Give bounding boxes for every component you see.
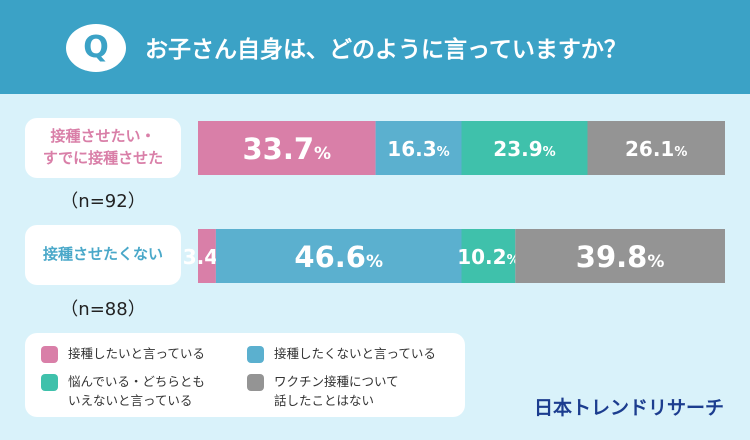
bar-segment — [587, 121, 725, 175]
row-label-want-text: 接種させたい・ すでに接種させた — [42, 127, 164, 167]
legend-label: ワクチン接種について 話したことはない — [274, 374, 399, 408]
legend-swatch — [247, 374, 264, 391]
data-label: 16.3% — [387, 137, 449, 161]
data-label: 23.9% — [493, 137, 555, 161]
legend-item-never-discussed: ワクチン接種について 話したことはない — [247, 373, 399, 411]
row-label-not-want-text: 接種させたくない — [42, 245, 163, 264]
q-badge: Q — [66, 24, 126, 72]
legend-label: 接種したいと言っている — [68, 346, 205, 361]
legend-label: 接種したくないと言っている — [274, 346, 436, 361]
question-header: Q お子さん自身は、どのように言っていますか？ — [0, 0, 750, 94]
legend-item-do-not-want: 接種したくないと言っている — [247, 345, 436, 364]
data-label: 26.1% — [625, 137, 687, 161]
row-label-want: 接種させたい・ すでに接種させた — [25, 118, 181, 178]
data-label: 39.8% — [576, 240, 665, 274]
row-n-not-want: （n=88） — [60, 299, 146, 320]
question-title: お子さん自身は、どのように言っていますか？ — [145, 37, 627, 63]
legend-item-undecided: 悩んでいる・どちらとも いえないと言っている — [41, 373, 205, 411]
legend: 接種したいと言っている 接種したくないと言っている 悩んでいる・どちらとも いえ… — [25, 333, 465, 417]
row-n-want: （n=92） — [60, 191, 146, 212]
bar-segment — [375, 121, 462, 175]
legend-label: 悩んでいる・どちらとも いえないと言っている — [68, 374, 205, 408]
brand-logo: 日本トレンドリサーチ — [533, 397, 724, 419]
bar-segment — [198, 121, 376, 175]
bar-segment — [215, 229, 462, 283]
legend-swatch — [247, 346, 264, 363]
data-label: 46.6% — [294, 240, 383, 274]
legend-swatch — [41, 346, 58, 363]
bar-segment — [461, 229, 516, 283]
legend-item-want-to-vaccinate: 接種したいと言っている — [41, 345, 205, 364]
bar-segment — [515, 229, 725, 283]
data-label: 33.7% — [242, 132, 331, 166]
row-label-not-want: 接種させたくない — [25, 225, 181, 285]
legend-swatch — [41, 374, 58, 391]
bar-segment — [461, 121, 588, 175]
bar-segment — [198, 229, 216, 283]
